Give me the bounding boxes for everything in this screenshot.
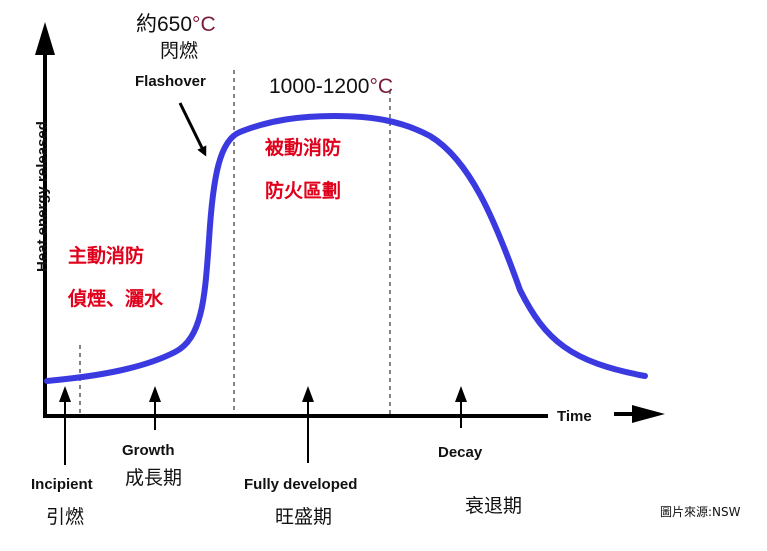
flashover-pointer-arrow — [178, 102, 207, 157]
stage-decay-zh: 衰退期 — [465, 495, 522, 517]
y-axis-arrowhead — [35, 22, 55, 55]
passive-protection-line2: 防火區劃 — [265, 179, 341, 202]
x-axis-arrowhead — [632, 405, 665, 423]
stage-fully-developed-zh: 旺盛期 — [275, 506, 332, 528]
passive-protection-line1: 被動消防 — [265, 136, 341, 159]
x-axis-label: Time — [557, 408, 592, 425]
peak-temp-unit: °C — [369, 75, 393, 98]
stage-decay-en: Decay — [438, 444, 483, 461]
fully-developed-arrowhead — [302, 386, 314, 402]
source-credit: 圖片來源:NSW — [660, 505, 741, 519]
decay-arrowhead — [455, 386, 467, 402]
flashover-temp: 約650°C — [136, 13, 216, 36]
incipient-arrowhead — [59, 386, 71, 402]
stage-incipient-en: Incipient — [31, 476, 93, 493]
flashover-en: Flashover — [135, 73, 206, 90]
active-protection-line1: 主動消防 — [68, 244, 144, 267]
stage-growth-en: Growth — [122, 442, 175, 459]
peak-temp: 1000-1200°C — [269, 75, 393, 98]
heat-release-curve — [44, 112, 648, 384]
flashover-temp-unit: °C — [192, 13, 216, 36]
stage-growth-zh: 成長期 — [125, 467, 182, 489]
y-axis-label: Heat energy released — [34, 121, 51, 272]
stage-fully-developed-en: Fully developed — [244, 476, 357, 493]
active-protection-line2: 偵煙、灑水 — [67, 287, 164, 310]
flashover-zh: 閃燃 — [160, 40, 198, 62]
stage-incipient-zh: 引燃 — [46, 506, 84, 528]
growth-arrowhead — [149, 386, 161, 402]
